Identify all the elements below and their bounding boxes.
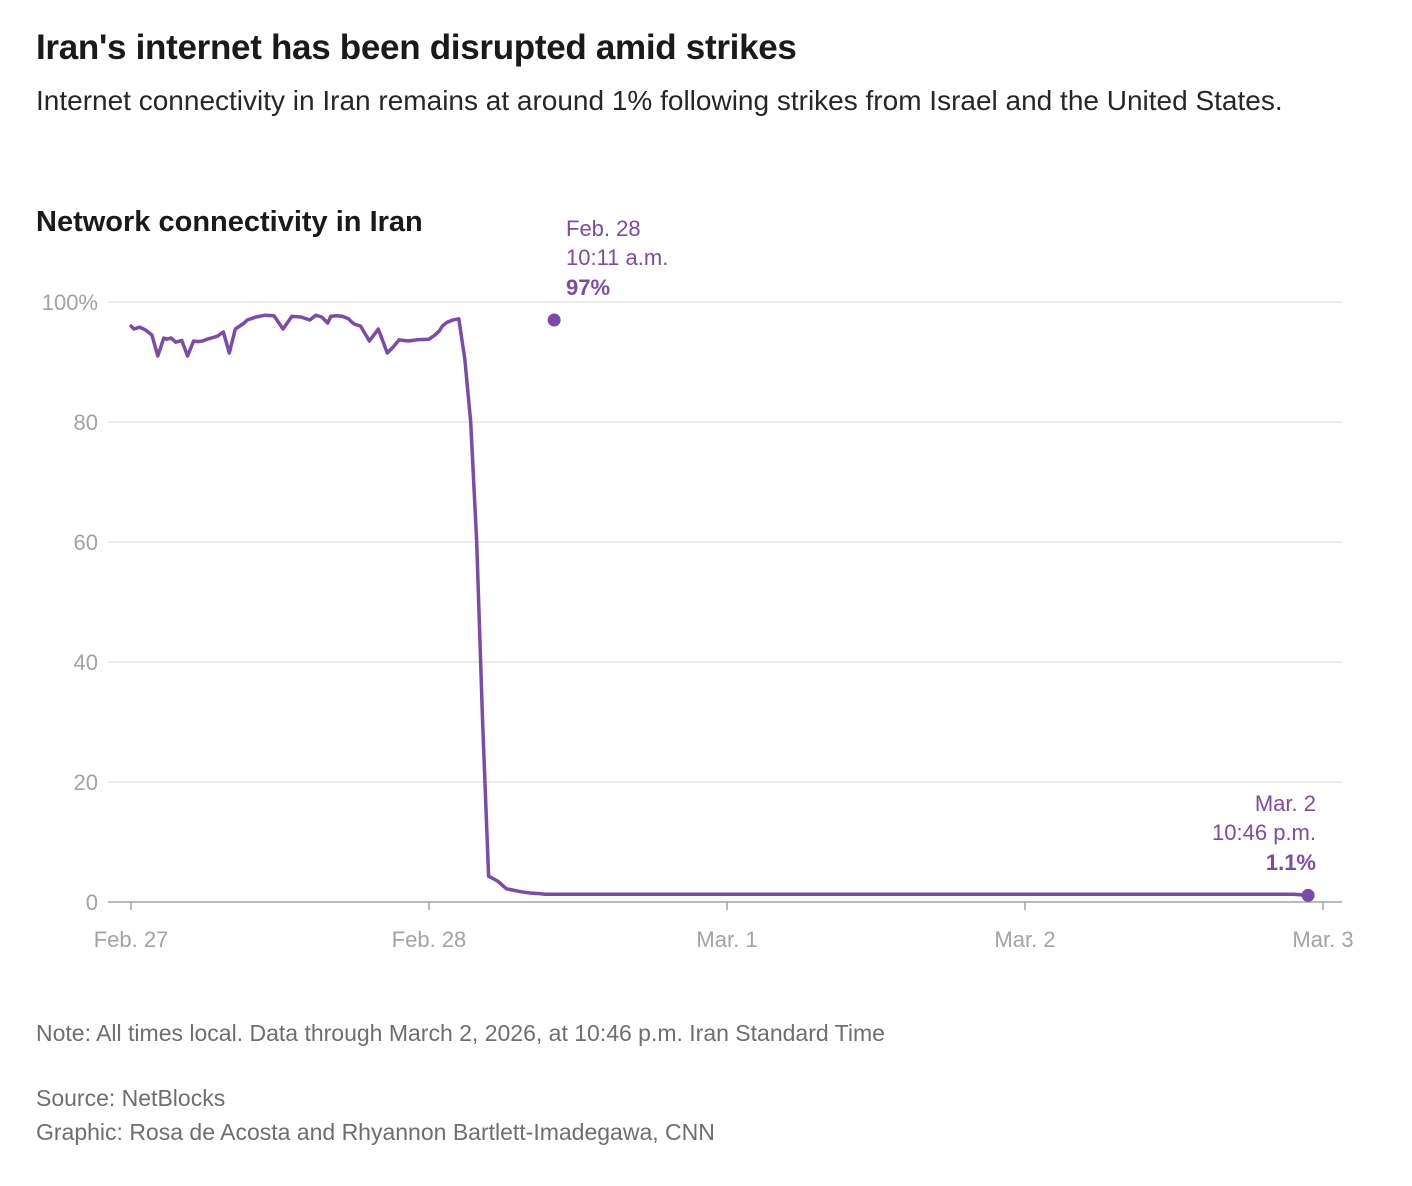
gridlines <box>108 301 1342 783</box>
chart-title: Network connectivity in Iran <box>36 206 423 238</box>
credit-line: Graphic: Rosa de Acosta and Rhyannon Bar… <box>36 1119 715 1145</box>
x-tick-label-3: Mar. 2 <box>994 927 1055 952</box>
start-annotation-value: 97% <box>566 275 610 300</box>
start-annotation-date: Feb. 28 <box>566 216 641 241</box>
headline: Iran's internet has been disrupted amid … <box>36 28 797 67</box>
x-tick-label-2: Mar. 1 <box>696 927 757 952</box>
source-line: Source: NetBlocks <box>36 1085 226 1111</box>
dek: Internet connectivity in Iran remains at… <box>36 85 1283 116</box>
x-tick-label-0: Feb. 27 <box>94 927 169 952</box>
connectivity-chart: 0 20 40 60 80 100% Feb. 27 Feb. 28 Mar. 1 Mar. 2… <box>42 216 1354 952</box>
x-axis: Feb. 27 Feb. 28 Mar. 1 Mar. 2 Mar. 3 <box>94 901 1354 952</box>
start-annotation-time: 10:11 a.m. <box>566 245 668 270</box>
end-marker <box>1301 888 1315 902</box>
end-annotation-date: Mar. 2 <box>1255 791 1316 816</box>
y-tick-label-100: 100% <box>42 290 98 315</box>
x-tick-label-4: Mar. 3 <box>1292 927 1353 952</box>
y-axis-tick-labels: 0 20 40 60 80 100% <box>42 290 98 915</box>
end-annotation-time: 10:46 p.m. <box>1212 820 1316 845</box>
start-marker <box>547 313 561 327</box>
annotations: Feb. 28 10:11 a.m. 97% Mar. 2 10:46 p.m.… <box>566 216 1316 875</box>
series <box>129 313 1315 902</box>
y-tick-label-20: 20 <box>74 770 98 795</box>
y-tick-label-80: 80 <box>74 410 98 435</box>
end-annotation-value: 1.1% <box>1266 850 1316 875</box>
connectivity-line <box>129 313 1310 898</box>
y-tick-label-0: 0 <box>86 890 98 915</box>
y-tick-label-40: 40 <box>74 650 98 675</box>
y-tick-label-60: 60 <box>74 530 98 555</box>
x-tick-label-1: Feb. 28 <box>392 927 467 952</box>
footnote: Note: All times local. Data through Marc… <box>36 1020 885 1046</box>
